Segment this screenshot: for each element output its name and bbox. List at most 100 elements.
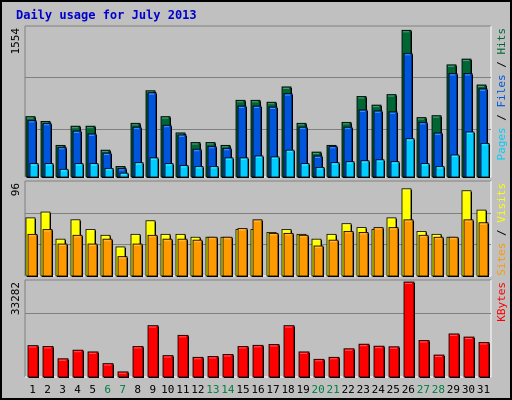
bar-visits-day-23-highlight bbox=[358, 228, 364, 230]
bar-sites-day-29 bbox=[448, 236, 459, 277]
bar-visits-day-28-highlight bbox=[433, 235, 439, 237]
bar-sites-day-6 bbox=[102, 238, 113, 277]
bar-hits-day-16-highlight bbox=[252, 101, 258, 103]
bar-sites-day-28-highlight bbox=[435, 238, 441, 240]
bar-sites-day-10-highlight bbox=[164, 240, 170, 242]
bar-hits-day-2-highlight bbox=[42, 122, 48, 124]
bar-sites-day-20-highlight bbox=[315, 246, 321, 248]
bar-visits-day-26-highlight bbox=[403, 189, 409, 191]
bar-kbytes-day-3-highlight bbox=[59, 359, 66, 361]
bar-sites-day-8 bbox=[132, 243, 143, 277]
day-label-27: 27 bbox=[417, 383, 430, 396]
bar-hits-day-6-highlight bbox=[102, 151, 108, 153]
bar-sites-day-13-highlight bbox=[209, 238, 215, 240]
bar-sites-day-11 bbox=[177, 238, 188, 277]
bar-pages-day-20 bbox=[315, 167, 325, 178]
bar-files-day-24-highlight bbox=[375, 111, 380, 113]
bar-pages-day-30-highlight bbox=[467, 132, 472, 134]
bar-kbytes-day-2-highlight bbox=[44, 347, 51, 349]
bar-hits-day-14-highlight bbox=[222, 146, 228, 148]
day-label-6: 6 bbox=[104, 383, 111, 396]
bar-sites-day-26-highlight bbox=[405, 220, 411, 222]
bar-pages-day-6 bbox=[104, 167, 114, 178]
bar-pages-day-11-highlight bbox=[181, 166, 186, 168]
bar-visits-day-10-highlight bbox=[162, 235, 168, 237]
bar-files-day-17-highlight bbox=[270, 108, 275, 110]
bar-sites-day-21 bbox=[328, 239, 339, 277]
bar-pages-day-9 bbox=[149, 157, 159, 178]
bar-sites-day-12-highlight bbox=[194, 241, 200, 243]
bar-sites-day-4 bbox=[72, 234, 83, 277]
bar-pages-day-4-highlight bbox=[76, 164, 81, 166]
bar-sites-day-17 bbox=[268, 232, 279, 277]
bar-files-day-9-highlight bbox=[149, 93, 154, 95]
bar-files-day-8-highlight bbox=[134, 128, 139, 130]
bar-pages-day-11 bbox=[179, 165, 189, 178]
bar-sites-day-31-highlight bbox=[480, 223, 486, 225]
day-label-3: 3 bbox=[59, 383, 66, 396]
bar-sites-day-1 bbox=[27, 233, 38, 277]
bar-sites-day-10 bbox=[162, 238, 173, 277]
bar-pages-day-15 bbox=[239, 157, 249, 178]
bar-sites-day-8-highlight bbox=[134, 245, 140, 247]
bar-files-day-14-highlight bbox=[224, 149, 229, 151]
day-label-9: 9 bbox=[149, 383, 156, 396]
bar-sites-day-29-highlight bbox=[450, 238, 456, 240]
day-label-21: 21 bbox=[327, 383, 340, 396]
bar-kbytes-day-13-highlight bbox=[209, 357, 216, 359]
bar-kbytes-day-7-highlight bbox=[119, 372, 126, 374]
bar-sites-day-23 bbox=[358, 232, 369, 277]
bar-visits-day-7-highlight bbox=[117, 247, 123, 249]
day-label-22: 22 bbox=[342, 383, 355, 396]
bar-sites-day-3 bbox=[57, 243, 68, 277]
bar-visits-day-27-highlight bbox=[418, 232, 424, 234]
bar-pages-day-17-highlight bbox=[272, 157, 277, 159]
bar-sites-day-24 bbox=[373, 227, 384, 277]
bar-hits-day-25-highlight bbox=[388, 95, 394, 97]
bar-pages-day-24-highlight bbox=[377, 160, 382, 162]
bar-visits-day-6-highlight bbox=[102, 236, 108, 238]
series-label-hits: Hits bbox=[495, 28, 508, 55]
bar-kbytes-day-9-highlight bbox=[149, 326, 156, 328]
bar-sites-day-14 bbox=[222, 236, 233, 277]
bar-hits-day-15-highlight bbox=[237, 101, 243, 103]
bar-pages-day-28 bbox=[435, 166, 445, 178]
bar-sites-day-18-highlight bbox=[285, 234, 291, 236]
bar-visits-day-5-highlight bbox=[87, 230, 93, 232]
day-label-20: 20 bbox=[312, 383, 325, 396]
bar-files-day-4-highlight bbox=[74, 131, 79, 133]
bar-pages-day-10 bbox=[164, 163, 174, 178]
day-label-4: 4 bbox=[74, 383, 81, 396]
bar-files-day-31-highlight bbox=[480, 89, 485, 91]
bar-hits-day-23-highlight bbox=[358, 97, 364, 99]
bar-pages-day-23-highlight bbox=[362, 161, 367, 163]
bar-kbytes-day-11-highlight bbox=[179, 336, 186, 338]
bar-kbytes-day-12-highlight bbox=[194, 358, 201, 360]
day-label-15: 15 bbox=[236, 383, 249, 396]
bar-pages-day-2 bbox=[44, 163, 54, 178]
day-label-14: 14 bbox=[221, 383, 235, 396]
bar-files-day-1-highlight bbox=[29, 121, 34, 123]
bar-pages-day-7 bbox=[119, 172, 129, 178]
bar-visits-day-18-highlight bbox=[283, 230, 289, 232]
bar-pages-day-18-highlight bbox=[287, 151, 292, 153]
bar-sites-day-2 bbox=[42, 229, 53, 277]
series-label-sites: Sites bbox=[495, 243, 508, 276]
bar-kbytes-day-2 bbox=[42, 346, 54, 378]
bar-kbytes-day-18 bbox=[283, 325, 295, 378]
bar-kbytes-day-4 bbox=[72, 349, 84, 378]
bar-hits-day-12-highlight bbox=[192, 143, 198, 145]
bar-hits-day-22-highlight bbox=[343, 123, 349, 125]
bar-hits-day-7-highlight bbox=[117, 167, 123, 169]
bar-files-day-2-highlight bbox=[44, 124, 49, 126]
day-label-18: 18 bbox=[281, 383, 294, 396]
bar-pages-day-20-highlight bbox=[317, 168, 322, 170]
bar-kbytes-day-30 bbox=[463, 336, 475, 378]
bar-kbytes-day-22 bbox=[343, 348, 355, 378]
day-label-23: 23 bbox=[357, 383, 370, 396]
bar-kbytes-day-30-highlight bbox=[465, 338, 472, 340]
bar-files-day-30-highlight bbox=[465, 74, 470, 76]
bar-pages-day-26 bbox=[405, 138, 415, 178]
bar-files-day-6-highlight bbox=[104, 154, 109, 156]
bar-kbytes-day-9 bbox=[147, 325, 159, 378]
